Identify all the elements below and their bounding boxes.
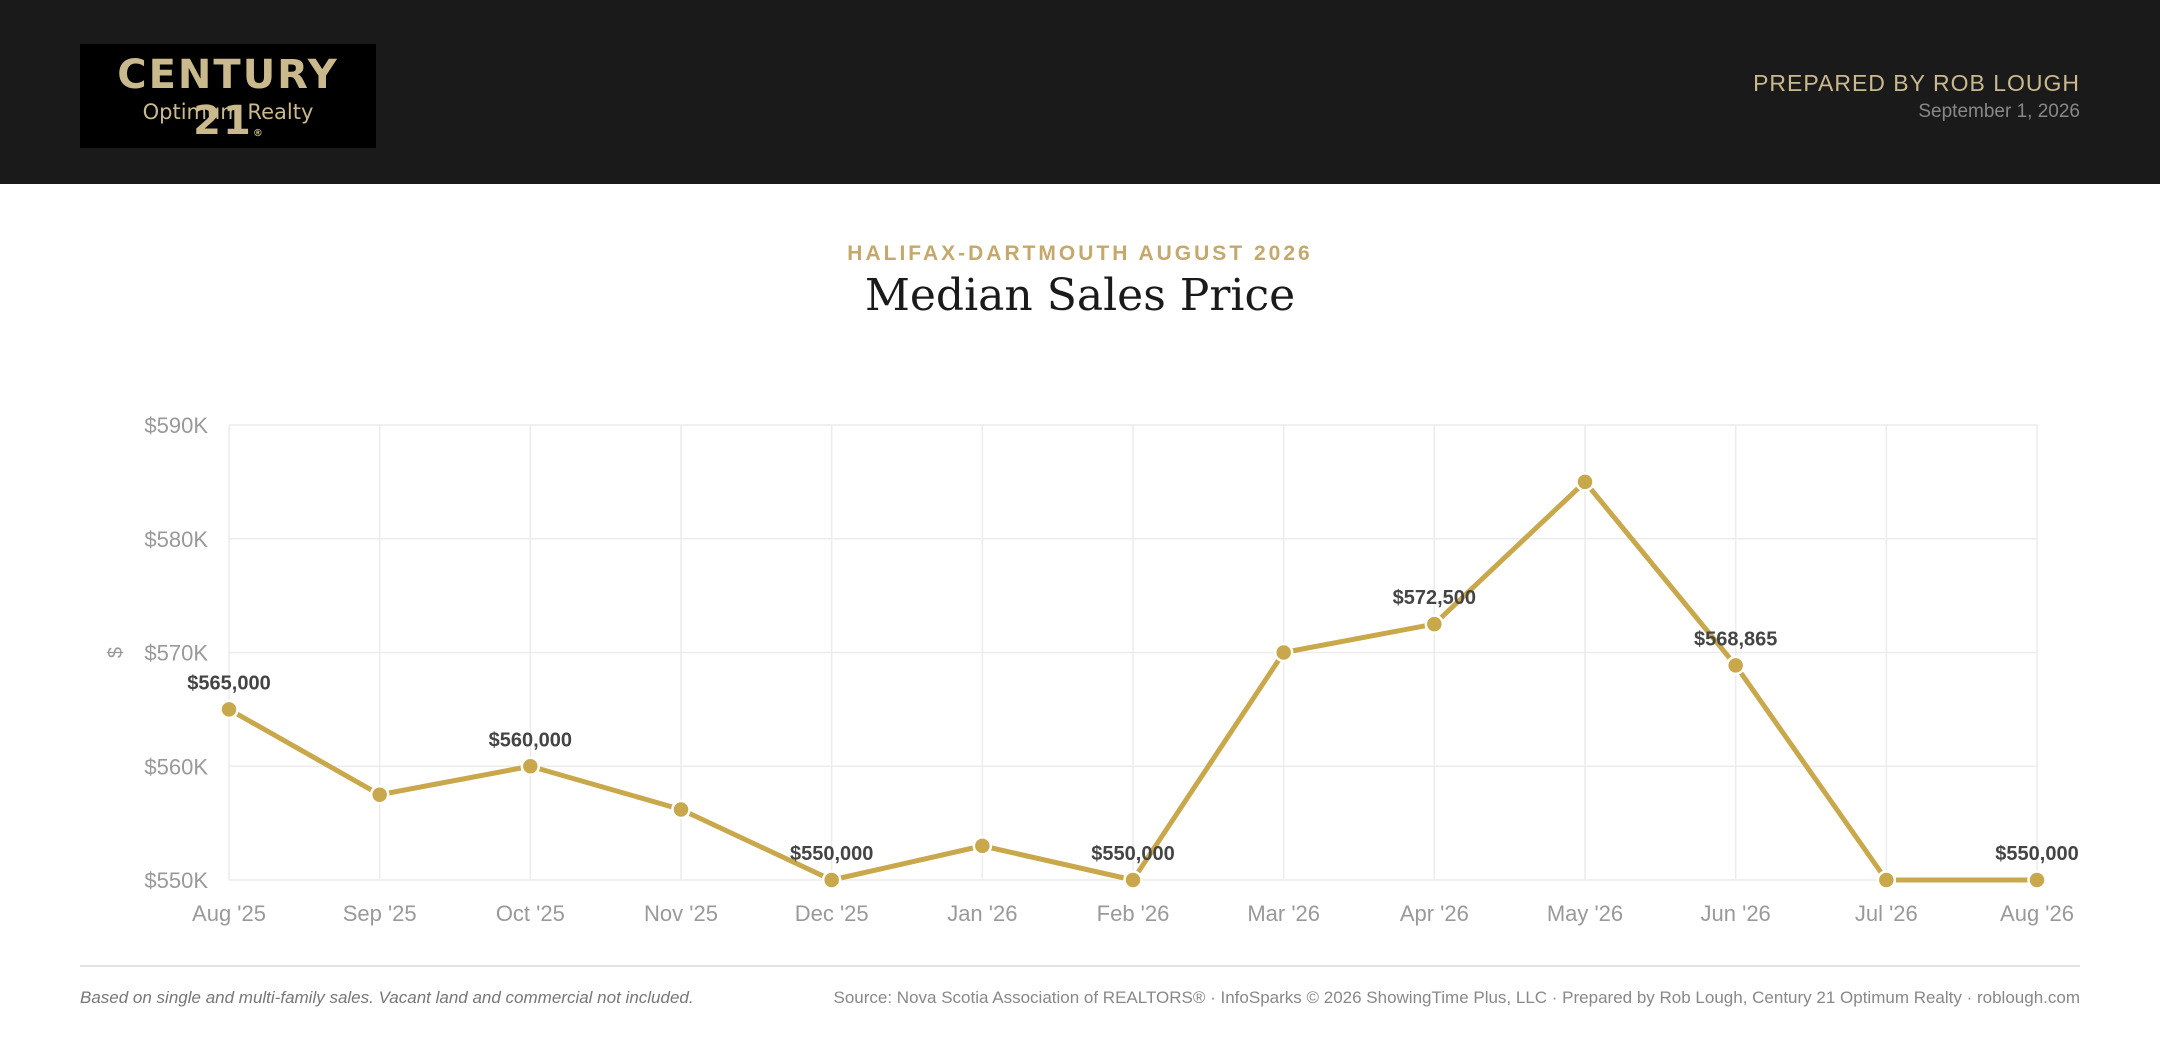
chart-axes: $550K $560K $570K $580K $590K Aug '25 Sep '25 O… [105,413,2074,926]
x-tick-label: Aug '26 [2000,901,2074,926]
data-label: $572,500 [1393,587,1476,609]
chart-grid [228,424,2038,881]
x-tick-label: Feb '26 [1097,901,1170,926]
footer-note: Based on single and multi-family sales. … [80,988,694,1007]
data-point [219,699,239,720]
footer-divider [80,965,2080,967]
data-label: $565,000 [187,672,270,694]
x-tick-label: Aug '25 [192,901,266,926]
x-tick-label: Mar '26 [1247,901,1320,926]
prepared-by: PREPARED BY ROB LOUGH [1753,70,2080,96]
median-price-chart: $550K $560K $570K $580K $590K Aug '25 Sep '25 O… [105,413,2079,926]
chart-data-labels: $565,000 $560,000 $550,000 $550,000 $572,500… [187,587,2078,865]
x-tick-label: Dec '25 [795,901,869,926]
x-tick-label: Sep '25 [343,901,417,926]
data-label: $550,000 [1995,843,2078,865]
data-label: $560,000 [489,729,572,751]
data-point [1123,870,1143,890]
data-point [1575,472,1595,492]
x-tick-label: Nov '25 [644,901,718,926]
data-point [972,836,993,856]
y-tick-label: $550K [144,868,208,893]
prepared-date: September 1, 2026 [1918,101,2080,122]
y-tick-label: $570K [144,641,208,666]
logo-registered-mark: ® [252,128,263,139]
data-label: $550,000 [1091,843,1174,865]
logo-sub-text: Optimum Realty [142,100,314,124]
data-point [1273,642,1294,663]
data-point [520,756,541,776]
page-header: CENTURY 21® Optimum Realty PREPARED BY R… [0,0,2160,184]
report-kicker: HALIFAX-DARTMOUTH AUGUST 2026 [847,242,1313,265]
x-tick-label: May '26 [1547,901,1623,926]
x-tick-label: Apr '26 [1400,901,1469,926]
logo-main-text: CENTURY 21 [117,52,339,144]
y-tick-label: $560K [144,754,208,779]
chart-series [219,472,2047,890]
century21-logo: CENTURY 21® Optimum Realty [80,44,376,148]
x-tick-label: Jul '26 [1855,901,1918,926]
data-label: $568,865 [1694,628,1777,650]
y-axis-title: $ [105,647,127,658]
x-tick-label: Jun '26 [1701,901,1771,926]
chart-title: Median Sales Price [864,270,1296,321]
y-tick-label: $590K [144,413,208,438]
footer-source: Source: Nova Scotia Association of REALT… [833,988,2081,1007]
data-point [671,799,691,820]
x-tick-label: Oct '25 [496,901,565,926]
data-point [2027,870,2047,890]
data-point [1424,614,1445,634]
y-tick-label: $580K [144,527,208,552]
data-point [1876,870,1897,890]
data-point [821,870,842,890]
data-point [369,784,390,805]
x-tick-label: Jan '26 [947,901,1017,926]
data-point [1725,655,1746,676]
data-label: $550,000 [790,843,873,865]
